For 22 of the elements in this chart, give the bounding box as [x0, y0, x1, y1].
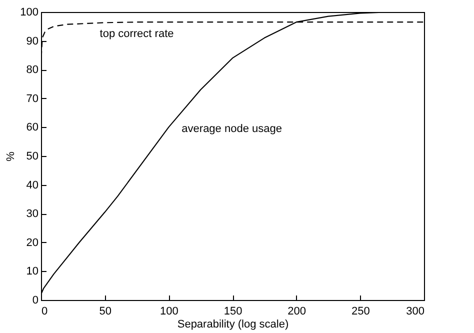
x-tick-label: 150	[224, 306, 242, 318]
y-tick-label: 70	[26, 92, 38, 105]
y-tick-label: 30	[26, 208, 38, 220]
y-tick-label: 10	[26, 266, 38, 278]
x-tick-label: 50	[99, 306, 112, 318]
x-tick-label: 300	[406, 306, 424, 318]
y-tick-label: 80	[26, 64, 38, 76]
y-tick-label: 90	[26, 35, 38, 48]
y-tick-label: 100	[20, 6, 38, 18]
y-tick-label: 20	[26, 236, 38, 249]
x-tick-label: 100	[160, 306, 178, 318]
series-label: top correct rate	[100, 28, 174, 40]
x-axis-title: Separability (log scale)	[177, 318, 289, 330]
y-tick-label: 40	[26, 179, 38, 192]
y-tick-label: 60	[26, 122, 38, 134]
x-tick-label: 200	[288, 306, 306, 318]
x-tick-label: 250	[351, 306, 370, 318]
series-label: average node usage	[182, 123, 282, 136]
y-axis-title: %	[5, 151, 18, 162]
y-tick-label: 50	[26, 150, 38, 162]
x-tick-label: 0	[42, 306, 48, 318]
y-tick-label: 0	[32, 294, 38, 306]
